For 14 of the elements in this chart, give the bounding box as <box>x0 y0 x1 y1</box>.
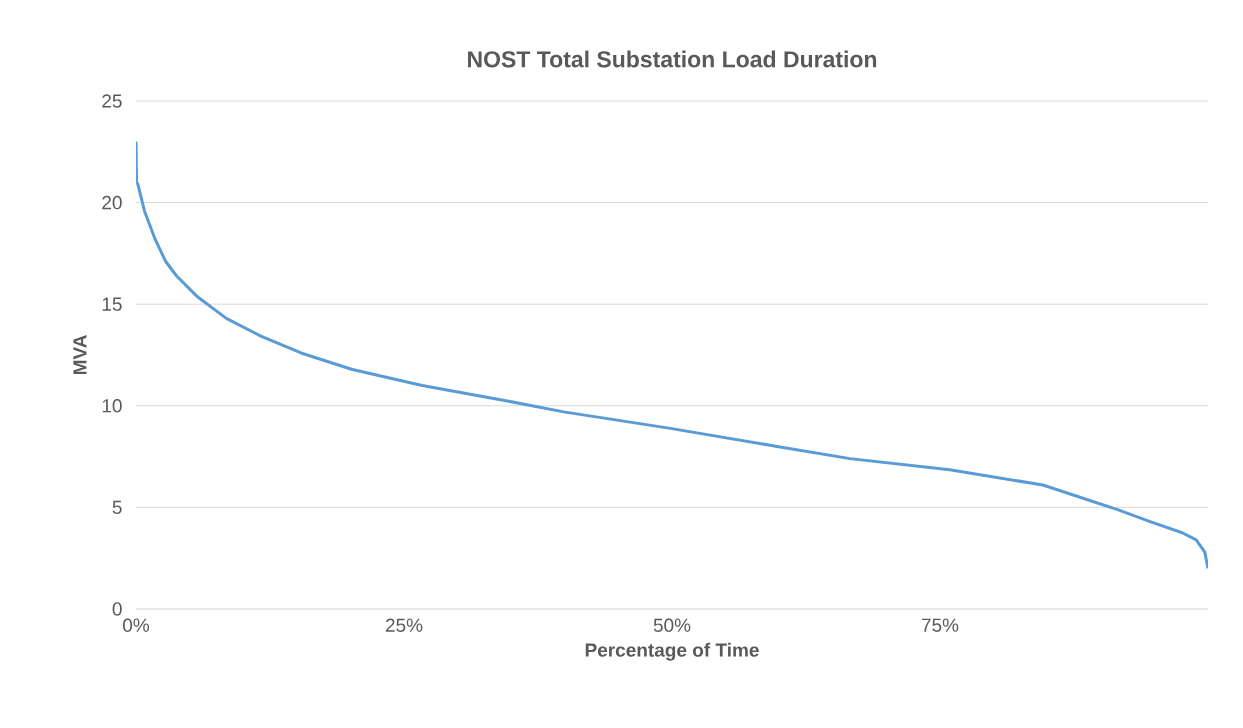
x-tick-label: 25% <box>385 618 423 632</box>
y-tick-label: 0 <box>112 602 122 616</box>
x-tick-label: 50% <box>653 618 691 632</box>
x-tick-label: 0% <box>123 618 150 632</box>
y-axis-title: MVA <box>73 335 87 375</box>
x-tick-label: 75% <box>921 618 959 632</box>
y-tick-label: 15 <box>102 297 122 311</box>
y-tick-label: 5 <box>112 500 122 515</box>
y-tick-label: 25 <box>102 94 122 108</box>
y-tick-label: 20 <box>102 195 122 210</box>
chart-title: NOST Total Substation Load Duration <box>468 50 877 68</box>
line-series <box>136 140 1208 570</box>
y-tick-label: 10 <box>102 399 122 413</box>
x-axis-title: Percentage of Time <box>585 642 759 661</box>
